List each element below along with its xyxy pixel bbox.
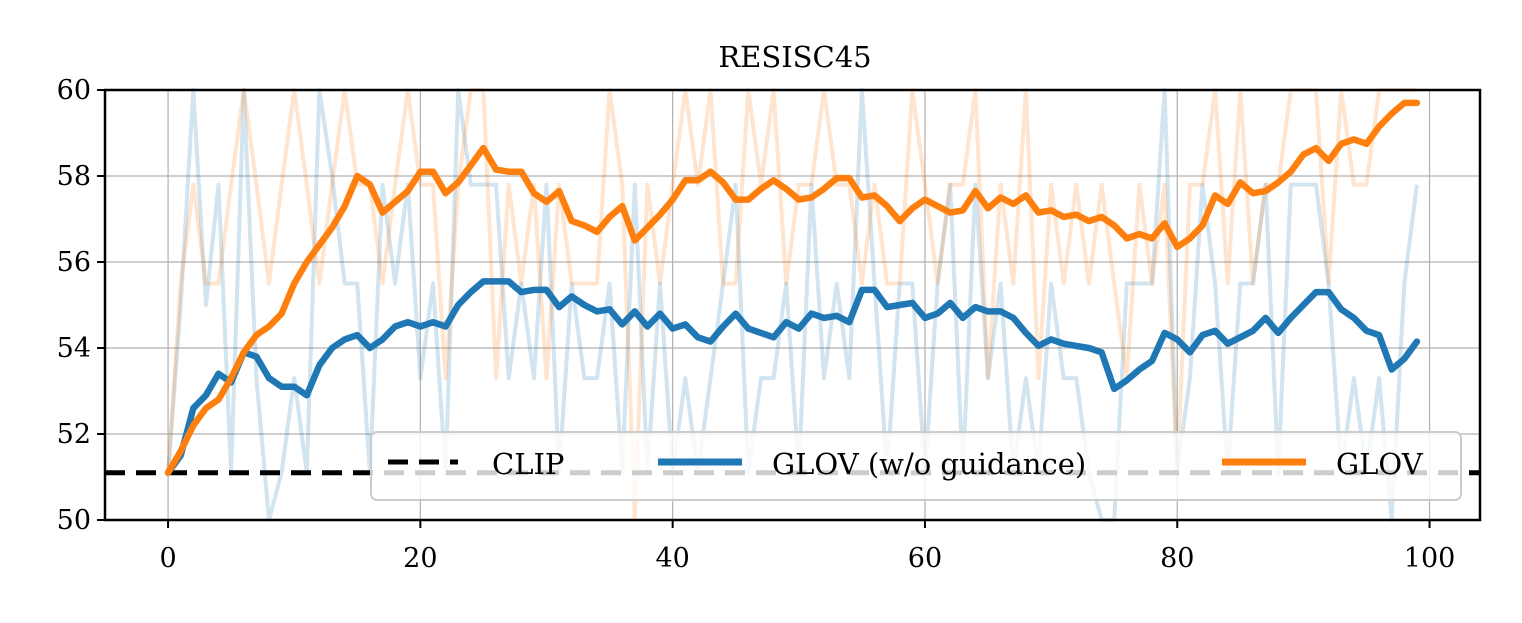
legend-label-clip: CLIP (492, 447, 564, 481)
x-tick-label: 80 (1160, 543, 1194, 574)
plot-frame (103, 88, 1482, 522)
legend-label-glov: GLOV (1336, 447, 1424, 481)
raw-line-glov (166, 88, 1417, 522)
legend-frame (370, 431, 1462, 501)
series-line-glov (164, 99, 1421, 476)
x-tick-label: 100 (1404, 543, 1456, 574)
series-line-glov-wo-guidance (164, 278, 1421, 476)
legend-label-glov-wo-guidance: GLOV (w/o guidance) (772, 447, 1086, 481)
legend: CLIP GLOV (w/o guidance) GLOV (370, 431, 1462, 501)
y-tick-label: 56 (57, 247, 91, 278)
x-tick-label: 20 (403, 543, 437, 574)
y-tick-label: 52 (57, 419, 91, 450)
series-layer (164, 99, 1421, 476)
axis-ticks: 0 20 40 60 80 100 50 52 54 56 58 60 (57, 75, 1456, 574)
x-tick-label: 0 (159, 543, 176, 574)
y-tick-label: 58 (57, 161, 91, 192)
x-tick-label: 40 (655, 543, 689, 574)
raw-series-layer (166, 88, 1419, 522)
y-tick-label: 60 (57, 75, 91, 106)
x-tick-label: 60 (908, 543, 942, 574)
y-tick-label: 54 (57, 333, 91, 364)
raw-line-glov-wo-guidance (166, 88, 1419, 522)
y-tick-label: 50 (57, 505, 91, 536)
chart-title: RESISC45 (718, 40, 871, 74)
